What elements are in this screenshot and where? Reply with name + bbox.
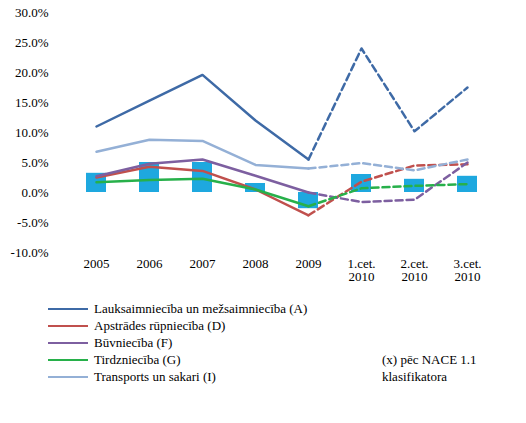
- svg-text:10.0%: 10.0%: [15, 125, 49, 140]
- html-text:(x) pēc NACE 1.1 klasifikatora: (x) pēc NACE 1.1 klasifikatora: [382, 352, 477, 384]
- svg-text:2008: 2008: [243, 256, 269, 271]
- svg-text:-5.0%: -5.0%: [17, 215, 49, 230]
- svg-text:1.cet.2010: 1.cet.2010: [347, 256, 375, 284]
- svg-text:25.0%: 25.0%: [15, 35, 49, 50]
- svg-text:2007: 2007: [190, 256, 217, 271]
- html-text:Transports un sakari (I): Transports un sakari (I): [94, 368, 216, 384]
- html-text:Tirdzniecība (G): Tirdzniecība (G): [94, 351, 181, 367]
- svg-text:15.0%: 15.0%: [15, 95, 49, 110]
- html-text:Lauksaimniecība un mežsaimniec: Lauksaimniecība un mežsaimniecība (A): [94, 300, 308, 316]
- svg-text:20.0%: 20.0%: [15, 65, 49, 80]
- svg-text:5.0%: 5.0%: [21, 155, 48, 170]
- svg-text:30.0%: 30.0%: [15, 5, 49, 20]
- svg-text:0.0%: 0.0%: [21, 185, 48, 200]
- svg-text:-10.0%: -10.0%: [11, 245, 49, 260]
- svg-text:2.cet.2010: 2.cet.2010: [400, 256, 428, 284]
- html-text:Būvniecība (F): Būvniecība (F): [94, 334, 173, 350]
- svg-text:2005: 2005: [84, 256, 110, 271]
- svg-text:2009: 2009: [296, 256, 322, 271]
- svg-text:3.cet.2010: 3.cet.2010: [453, 256, 481, 284]
- html-text:Apstrādes rūpniecība (D): Apstrādes rūpniecība (D): [94, 317, 226, 333]
- svg-text:2006: 2006: [137, 256, 164, 271]
